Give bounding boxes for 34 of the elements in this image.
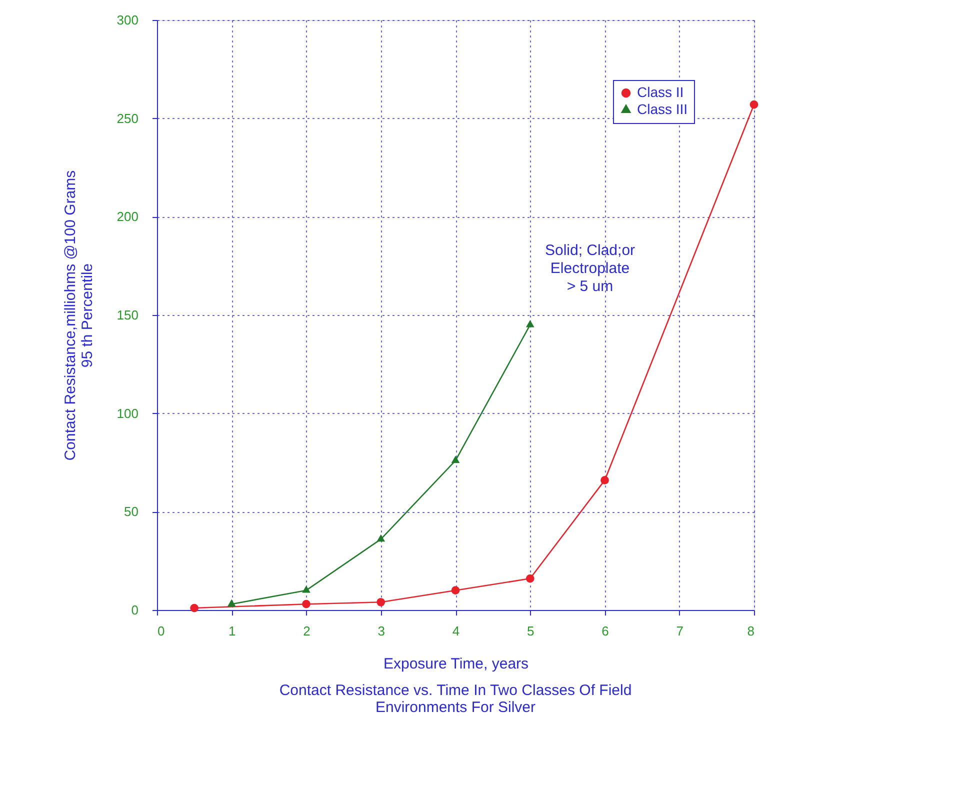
x-tick-label: 8 — [747, 624, 754, 638]
y-axis-title: Contact Resistance,milliohms @100 Grams 95 th Percentile — [62, 170, 96, 461]
y-tick-label: 50 — [124, 504, 138, 520]
x-axis-title: Exposure Time, years — [383, 656, 529, 672]
x-tick-label: 6 — [602, 624, 609, 638]
point — [526, 574, 534, 583]
legend-label: Class III — [637, 101, 688, 117]
point — [227, 599, 236, 607]
point — [376, 534, 386, 542]
point — [190, 604, 198, 612]
point — [600, 476, 609, 484]
point — [302, 600, 310, 608]
y-tick-label: 250 — [116, 110, 138, 126]
y-tick-label: 100 — [116, 406, 138, 421]
x-tick-label: 1 — [228, 624, 236, 638]
point — [376, 598, 386, 606]
x-tick-label: 7 — [676, 624, 684, 638]
y-tick-label: 300 — [116, 12, 138, 28]
annotation: Solid; Clad;or Electroplate > 5 um — [544, 242, 636, 295]
legend-label: Class II — [637, 84, 684, 100]
y-tick-label: 0 — [131, 602, 138, 618]
point — [451, 586, 460, 595]
y-tick-label: 150 — [116, 308, 138, 322]
x-tick-label: 4 — [452, 624, 460, 638]
y-tick-label: 200 — [116, 209, 138, 224]
point — [302, 586, 310, 593]
point — [451, 456, 460, 463]
x-tick-label: 2 — [303, 624, 310, 638]
point — [750, 100, 758, 109]
x-tick-label: 5 — [527, 624, 534, 638]
x-tick-label: 3 — [378, 624, 385, 638]
text: Contact Resistance vs. Time In Two Classes Of Field Environments For Silver — [279, 682, 632, 716]
point — [526, 320, 534, 328]
x-tick-label: 0 — [158, 624, 165, 638]
